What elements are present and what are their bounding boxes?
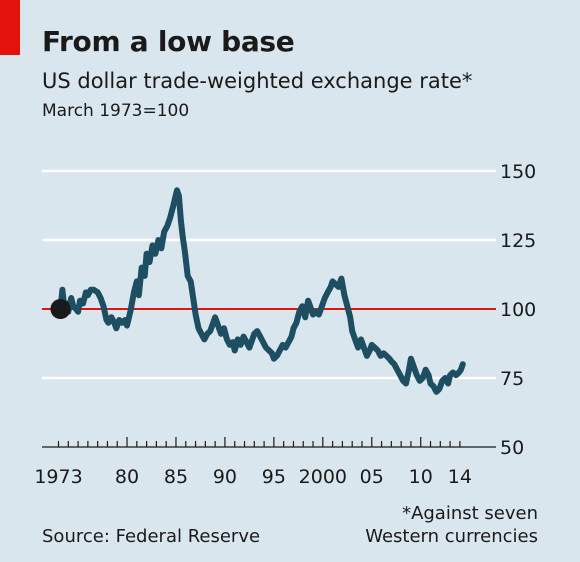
x-tick-label-1990: 90 xyxy=(213,466,237,488)
series-line xyxy=(57,187,466,395)
chart-title: From a low base xyxy=(42,25,295,58)
chart-subtitle: US dollar trade-weighted exchange rate* xyxy=(42,69,473,93)
x-tick-label-2005: 05 xyxy=(360,466,384,488)
x-tick-label-2010: 10 xyxy=(409,466,433,488)
footnote-line-1: *Against seven xyxy=(402,503,538,524)
y-tick-label-50: 50 xyxy=(500,437,524,459)
x-tick-label-1995: 95 xyxy=(262,466,286,488)
y-tick-label-125: 125 xyxy=(500,230,536,252)
y-tick-label-75: 75 xyxy=(500,368,524,390)
y-tick-label-150: 150 xyxy=(500,161,536,183)
start-marker-dot xyxy=(50,299,71,319)
x-tick-label-1985: 85 xyxy=(164,466,188,488)
x-tick-label-2000: 2000 xyxy=(299,466,347,488)
source-note: Source: Federal Reserve xyxy=(42,526,261,547)
x-tick-label-1973: 1973 xyxy=(34,466,82,488)
line-chart: 50 75 100 125 150 1973 80 85 90 95 2000 05 10 14 xyxy=(34,161,536,488)
x-tick-label-2014: 14 xyxy=(448,466,472,488)
red-corner-tag xyxy=(0,0,20,55)
footnote-line-2: Western currencies xyxy=(365,526,538,547)
chart-unit-label: March 1973=100 xyxy=(42,101,190,121)
y-tick-label-100: 100 xyxy=(500,299,536,321)
x-tick-label-1980: 80 xyxy=(115,466,139,488)
